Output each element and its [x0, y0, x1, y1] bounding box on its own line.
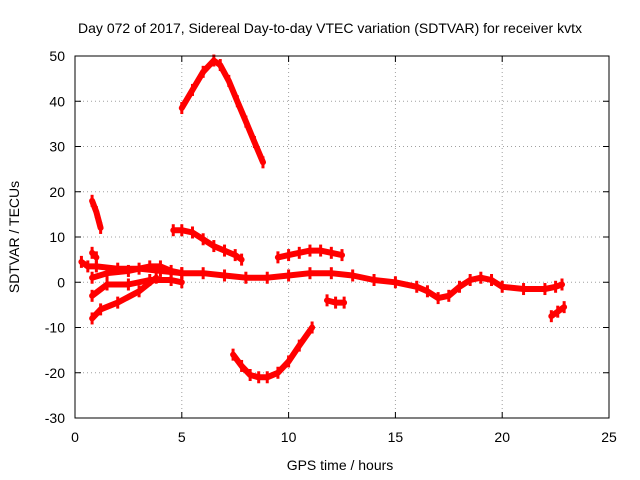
y-tick-label: -10	[45, 320, 65, 336]
y-tick-label: 40	[49, 93, 65, 109]
series-line-arc-peak	[178, 57, 266, 166]
series-group	[78, 54, 568, 384]
series-arc-early-decline	[89, 194, 104, 234]
series-arc-main	[78, 255, 565, 305]
y-tick-label: 50	[49, 48, 65, 64]
series-arc-morning	[170, 224, 245, 266]
y-axis-label: SDTVAR / TECUs	[6, 181, 22, 293]
y-tick-label: 20	[49, 184, 65, 200]
series-arc-peak	[178, 54, 266, 169]
x-tick-label: 10	[281, 429, 297, 445]
y-tick-label: 10	[49, 229, 65, 245]
y-tick-label: -20	[45, 365, 65, 381]
series-arc-low-rise	[89, 271, 160, 325]
ticks: 0 5 10 15 20 25 -30 -20 -10 0 10 20 30 40 50	[45, 48, 617, 445]
series-arc-afternoon	[274, 244, 345, 264]
x-tick-label: 0	[71, 429, 79, 445]
series-line-arc-mixed	[89, 277, 185, 299]
x-tick-label: 20	[494, 429, 510, 445]
series-arc-trough	[230, 321, 316, 384]
series-arc-start-blip	[89, 246, 100, 264]
chart-title: Day 072 of 2017, Sidereal Day-to-day VTE…	[78, 20, 582, 36]
y-tick-label: 30	[49, 139, 65, 155]
series-arc-dip-late	[324, 294, 348, 309]
series-line-arc-morning	[170, 227, 245, 263]
series-line-arc-main	[78, 258, 565, 302]
series-arc-mixed	[89, 273, 185, 302]
y-tick-label: 0	[57, 274, 65, 290]
x-tick-label: 5	[178, 429, 186, 445]
series-arc-end	[548, 301, 568, 323]
x-axis-label: GPS time / hours	[287, 457, 394, 473]
y-tick-label: -30	[45, 410, 65, 426]
x-tick-label: 25	[601, 429, 617, 445]
x-tick-label: 15	[388, 429, 404, 445]
